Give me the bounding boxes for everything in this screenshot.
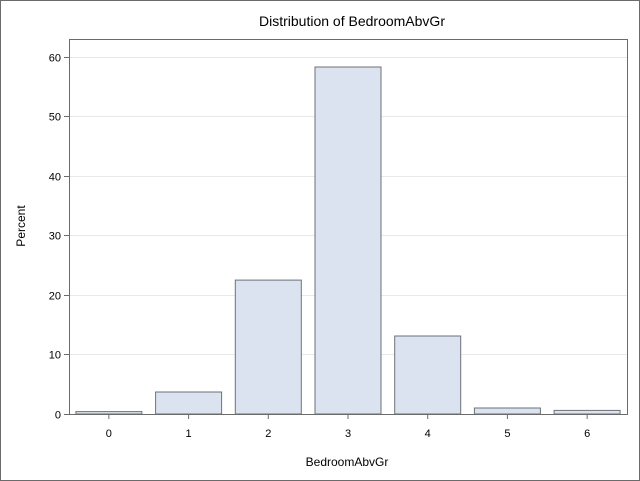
y-tick-label: 50 (49, 112, 61, 124)
chart-title: Distribution of BedroomAbvGr (259, 13, 445, 29)
x-tick-label: 2 (265, 428, 271, 440)
bar-5 (473, 407, 541, 415)
bar-3 (314, 66, 382, 415)
x-axis-label: BedroomAbvGr (306, 455, 389, 469)
x-axis-ticks: 0 1 2 3 4 5 6 (106, 414, 590, 440)
bar-1 (155, 391, 223, 415)
x-tick-label: 4 (425, 428, 431, 440)
y-tick-label: 30 (49, 231, 61, 243)
x-tick-label: 0 (106, 428, 112, 440)
y-tick-label: 0 (55, 410, 61, 422)
bar-4 (394, 335, 462, 415)
y-axis-label: Percent (14, 205, 28, 247)
bar-0 (75, 411, 143, 415)
x-tick-label: 3 (345, 428, 351, 440)
y-tick-label: 10 (49, 350, 61, 362)
x-tick-label: 1 (186, 428, 192, 440)
y-tick-label: 60 (49, 53, 61, 65)
x-tick-label: 6 (584, 428, 590, 440)
y-axis-ticks: 0 10 20 30 40 50 60 (49, 53, 69, 422)
bars (75, 66, 621, 415)
y-tick-label: 20 (49, 291, 61, 303)
bar-6 (553, 409, 621, 415)
bar-2 (234, 279, 302, 415)
x-tick-label: 5 (504, 428, 510, 440)
y-tick-label: 40 (49, 172, 61, 184)
